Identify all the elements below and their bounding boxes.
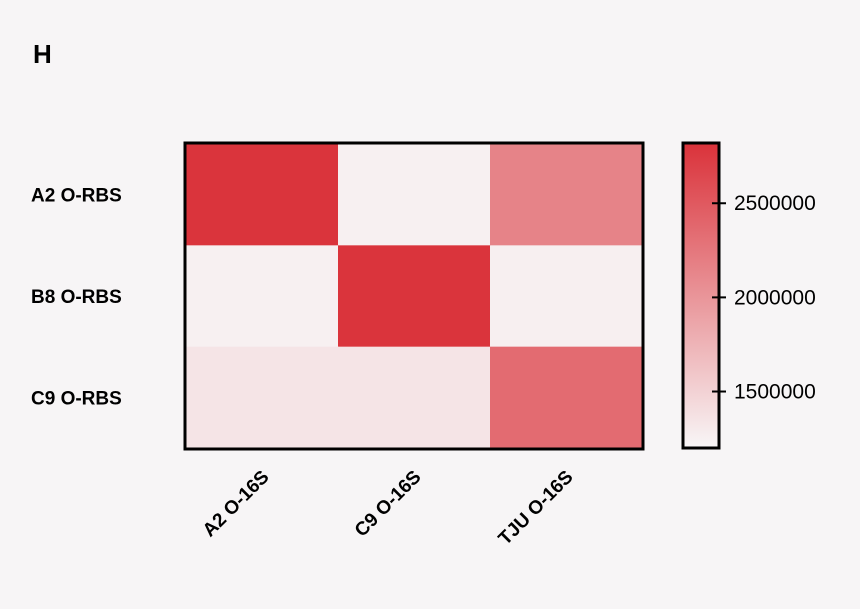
heatmap-cell-r0-c0 <box>186 144 339 246</box>
column-label: TJU O-16S <box>495 467 578 550</box>
heatmap-cell-r1-c0 <box>186 245 339 348</box>
heatmap-cell-r2-c0 <box>186 346 339 449</box>
heatmap-cell-r2-c1 <box>338 346 491 449</box>
column-label: C9 O-16S <box>351 467 426 542</box>
heatmap-cell-r1-c2 <box>490 245 643 348</box>
column-labels: A2 O-16S C9 O-16S TJU O-16S <box>199 467 578 550</box>
column-label: A2 O-16S <box>199 467 274 542</box>
colorbar-tick-label: 1500000 <box>734 381 816 404</box>
row-labels: A2 O-RBS B8 O-RBS C9 O-RBS <box>31 186 122 410</box>
heatmap-cell-r0-c2 <box>490 144 643 246</box>
heatmap-cells <box>186 144 643 449</box>
colorbar-tick-label: 2500000 <box>734 192 816 215</box>
heatmap-cell-r2-c2 <box>490 346 643 449</box>
colorbar <box>681 141 721 450</box>
heatmap-cell-r0-c1 <box>338 144 491 246</box>
colorbar-tick-label: 2000000 <box>734 286 816 309</box>
row-label: C9 O-RBS <box>31 388 122 409</box>
panel-label: H <box>33 39 52 69</box>
row-label: A2 O-RBS <box>31 186 122 207</box>
heatmap-cell-r1-c1 <box>338 245 491 348</box>
colorbar-ticks: 1500000 2000000 2500000 <box>712 192 816 404</box>
row-label: B8 O-RBS <box>31 287 122 308</box>
heatmap-frame <box>183 141 645 451</box>
